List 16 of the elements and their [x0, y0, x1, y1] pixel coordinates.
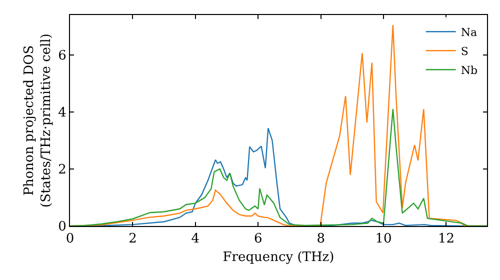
y-tick-label: 4 — [58, 106, 66, 120]
x-tick-label: 10 — [375, 232, 392, 247]
y-tick-label: 0 — [58, 220, 66, 235]
x-axis-title: Frequency (THz) — [222, 250, 334, 266]
legend-label: S — [460, 44, 468, 58]
x-tick-label: 12 — [438, 232, 455, 247]
legend-label: Nb — [460, 64, 478, 77]
x-tick-label: 6 — [254, 232, 262, 247]
x-tick-label: 8 — [316, 232, 325, 247]
x-tick-label: 2 — [128, 232, 137, 247]
y-axis-title: Phonon projected DOS (States/THz·primitive cell) — [22, 33, 54, 208]
y-tick-label: 2 — [58, 162, 66, 178]
legend-label: Na — [460, 26, 478, 39]
line-series — [70, 108, 487, 226]
x-tick-label: 4 — [191, 232, 200, 247]
y-tick-label: 6 — [58, 48, 66, 64]
